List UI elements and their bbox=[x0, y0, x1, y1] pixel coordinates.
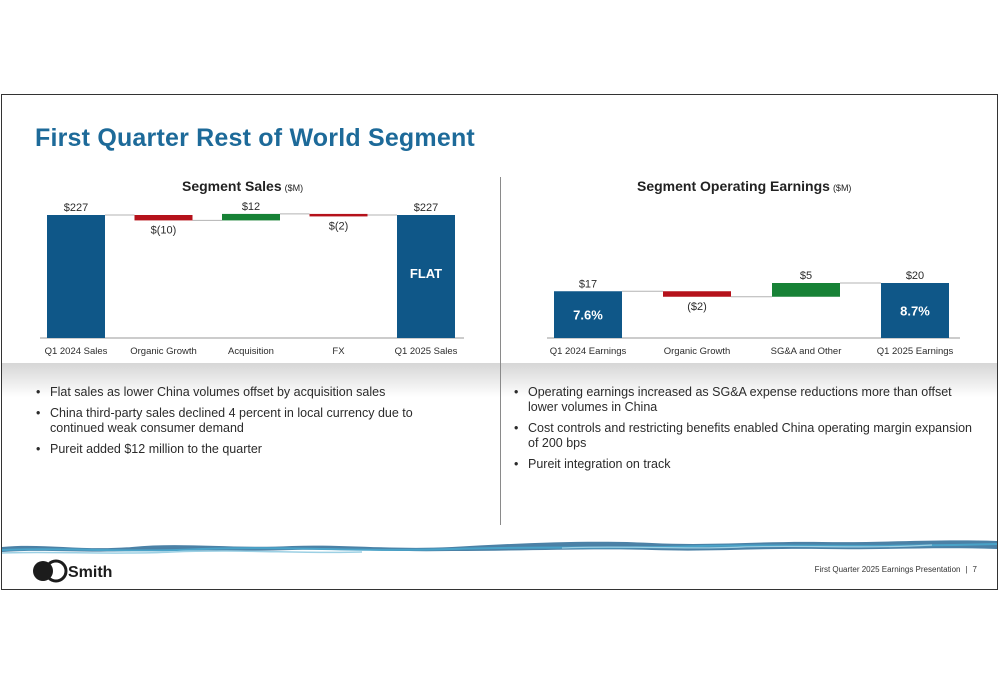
column-divider bbox=[500, 177, 501, 525]
sales-chart-unit: ($M) bbox=[284, 183, 304, 193]
waterfall-bar bbox=[881, 283, 949, 338]
list-item: Flat sales as lower China volumes offset… bbox=[35, 385, 465, 400]
category-label: Organic Growth bbox=[664, 346, 731, 357]
earnings-chart-unit: ($M) bbox=[832, 183, 852, 193]
list-item: Operating earnings increased as SG&A exp… bbox=[513, 385, 973, 415]
data-label: $(2) bbox=[329, 220, 349, 232]
data-label: $17 bbox=[579, 278, 597, 290]
waterfall-bar bbox=[772, 283, 840, 297]
category-label: Q1 2025 Sales bbox=[395, 346, 458, 357]
sales-waterfall-chart: $227 Q1 2024 Sales $(10) Organic Growth $12 A… bbox=[40, 201, 464, 357]
waterfall-bar bbox=[47, 215, 105, 338]
waterfall-bar bbox=[663, 291, 731, 297]
data-label: $(10) bbox=[151, 224, 177, 236]
sales-commentary-list: Flat sales as lower China volumes offset… bbox=[35, 385, 465, 463]
waterfall-bar bbox=[554, 291, 622, 338]
earnings-waterfall-chart: $17 7.6% Q1 2024 Earnings ($2) Organic Growt… bbox=[547, 270, 960, 357]
category-label: Acquisition bbox=[228, 346, 274, 357]
waterfall-bar bbox=[397, 215, 455, 338]
data-label: $5 bbox=[800, 270, 812, 282]
footer: First Quarter 2025 Earnings Presentation… bbox=[815, 565, 977, 574]
page-number: 7 bbox=[972, 565, 977, 574]
data-label: $12 bbox=[242, 201, 260, 213]
svg-text:Smith: Smith bbox=[68, 564, 112, 581]
bar-inner-label: 7.6% bbox=[573, 308, 603, 323]
water-wave-graphic bbox=[2, 540, 997, 554]
category-label: SG&A and Other bbox=[771, 346, 842, 357]
company-logo: Smith bbox=[33, 559, 112, 583]
category-label: Q1 2024 Earnings bbox=[550, 346, 627, 357]
data-label: $227 bbox=[414, 202, 438, 214]
earnings-chart-heading: Segment Operating Earnings ($M) bbox=[637, 178, 851, 194]
footer-presentation-name: First Quarter 2025 Earnings Presentation bbox=[814, 565, 961, 574]
list-item: Pureit added $12 million to the quarter bbox=[35, 442, 465, 457]
category-label: Organic Growth bbox=[130, 346, 197, 357]
list-item: Cost controls and restricting benefits e… bbox=[513, 421, 973, 451]
waterfall-bar bbox=[134, 215, 193, 221]
bar-inner-label: FLAT bbox=[410, 266, 442, 281]
footer-separator: | bbox=[965, 565, 968, 574]
list-item: Pureit integration on track bbox=[513, 457, 973, 472]
data-label: $20 bbox=[906, 270, 924, 282]
earnings-chart-title: Segment Operating Earnings bbox=[637, 178, 830, 194]
waterfall-bar bbox=[222, 213, 280, 221]
slide-title: First Quarter Rest of World Segment bbox=[35, 124, 475, 152]
data-label: $227 bbox=[64, 202, 88, 214]
bar-inner-label: 8.7% bbox=[900, 304, 930, 319]
slide: First Quarter Rest of World Segment Segm… bbox=[1, 94, 998, 590]
earnings-commentary-list: Operating earnings increased as SG&A exp… bbox=[513, 385, 973, 478]
category-label: Q1 2024 Sales bbox=[45, 346, 108, 357]
list-item: China third-party sales declined 4 perce… bbox=[35, 406, 465, 436]
sales-chart-heading: Segment Sales ($M) bbox=[182, 178, 303, 194]
sales-chart-title: Segment Sales bbox=[182, 178, 282, 194]
waterfall-bar bbox=[309, 213, 368, 217]
category-label: Q1 2025 Earnings bbox=[877, 346, 954, 357]
category-label: FX bbox=[332, 346, 345, 357]
data-label: ($2) bbox=[687, 301, 707, 313]
